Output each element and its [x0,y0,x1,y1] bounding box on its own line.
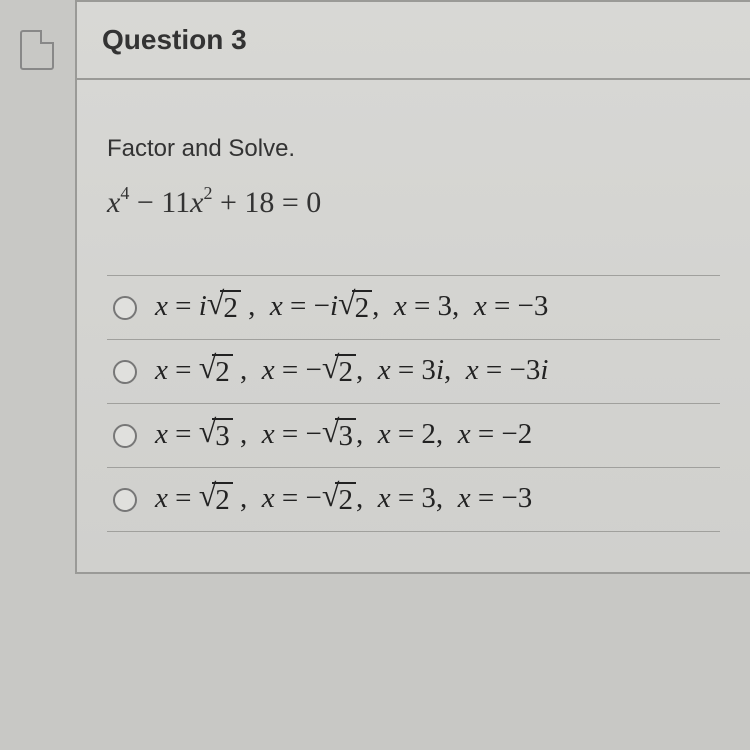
option-math: x = √2 , x = −√2, x = 3, x = −3 [155,482,532,517]
page-icon [20,30,54,70]
radio-icon[interactable] [113,424,137,448]
option-row[interactable]: x = i√2 , x = −i√2, x = 3, x = −3 [107,275,720,339]
question-title: Question 3 [102,24,725,56]
option-math: x = √2 , x = −√2, x = 3i, x = −3i [155,354,548,389]
question-body: Factor and Solve. x4 − 11x2 + 18 = 0 x =… [77,80,750,572]
radio-icon[interactable] [113,488,137,512]
radio-icon[interactable] [113,296,137,320]
options-list: x = i√2 , x = −i√2, x = 3, x = −3 x = √2… [107,275,720,532]
option-row[interactable]: x = √2 , x = −√2, x = 3, x = −3 [107,467,720,532]
option-row[interactable]: x = √3 , x = −√3, x = 2, x = −2 [107,403,720,467]
option-row[interactable]: x = √2 , x = −√2, x = 3i, x = −3i [107,339,720,403]
option-math: x = √3 , x = −√3, x = 2, x = −2 [155,418,532,453]
radio-icon[interactable] [113,360,137,384]
option-math: x = i√2 , x = −i√2, x = 3, x = −3 [155,290,548,325]
question-header: Question 3 [77,2,750,80]
question-equation: x4 − 11x2 + 18 = 0 [107,185,720,220]
question-instruction: Factor and Solve. [107,135,720,163]
question-card: Question 3 Factor and Solve. x4 − 11x2 +… [75,0,750,574]
